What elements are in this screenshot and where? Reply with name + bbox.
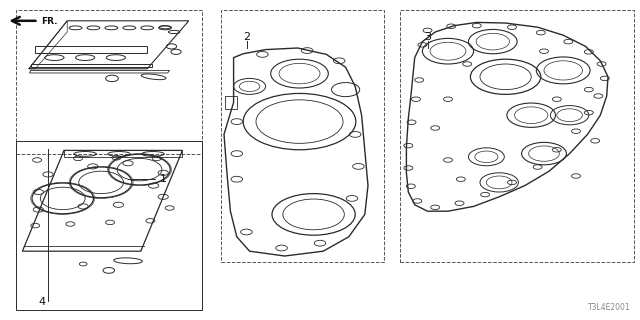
Text: 1: 1: [160, 174, 166, 184]
Text: FR.: FR.: [42, 17, 58, 26]
Text: T3L4E2001: T3L4E2001: [588, 303, 630, 312]
Bar: [400, 10, 634, 262]
Text: 2: 2: [243, 32, 251, 42]
Text: 3: 3: [424, 32, 431, 42]
Bar: [16, 141, 202, 310]
Text: 4: 4: [38, 297, 45, 308]
Bar: [16, 10, 202, 154]
Bar: [221, 10, 384, 262]
